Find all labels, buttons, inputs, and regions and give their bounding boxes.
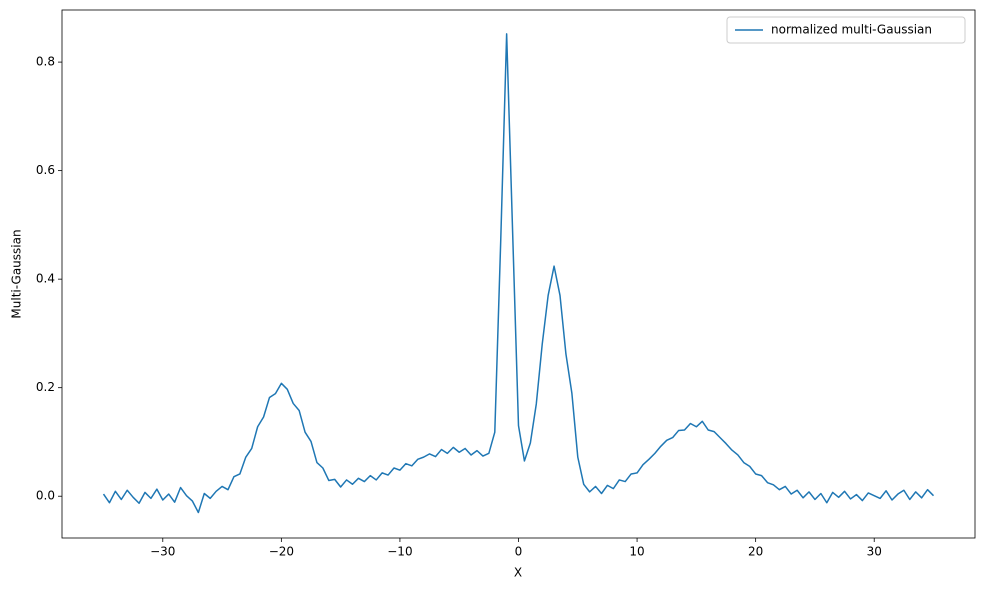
data-line [102,33,935,514]
legend-label: normalized multi-Gaussian [771,23,932,37]
x-axis-label: X [514,566,522,580]
x-tick-label: 10 [629,545,644,559]
y-tick-label: 0.6 [36,163,55,177]
x-tick-label: 0 [515,545,523,559]
x-tick-label: −20 [269,545,294,559]
x-tick-label: −10 [387,545,412,559]
x-tick-label: 20 [748,545,763,559]
y-tick-label: 0.8 [36,55,55,69]
plot-frame [61,9,976,539]
x-tick-label: 30 [867,545,882,559]
y-tick-label: 0.2 [36,380,55,394]
y-tick-label: 0.0 [36,489,55,503]
x-tick-label: −30 [150,545,175,559]
legend-box [726,16,966,44]
y-tick-label: 0.4 [36,272,55,286]
y-axis-label: Multi-Gaussian [10,229,24,318]
